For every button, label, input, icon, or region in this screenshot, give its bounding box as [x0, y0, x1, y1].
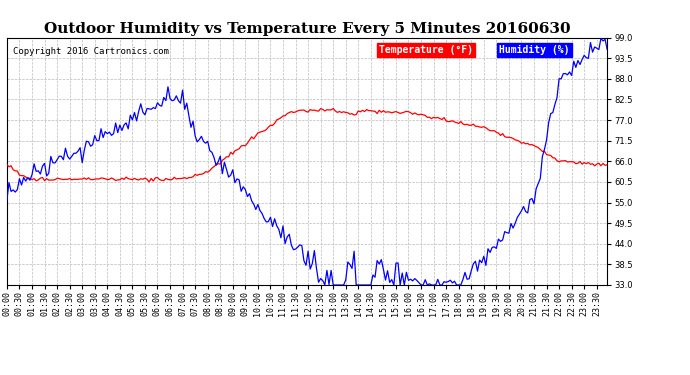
Text: Humidity (%): Humidity (%)	[499, 45, 570, 55]
Text: Copyright 2016 Cartronics.com: Copyright 2016 Cartronics.com	[13, 47, 169, 56]
Title: Outdoor Humidity vs Temperature Every 5 Minutes 20160630: Outdoor Humidity vs Temperature Every 5 …	[43, 22, 571, 36]
Text: Temperature (°F): Temperature (°F)	[379, 45, 473, 55]
